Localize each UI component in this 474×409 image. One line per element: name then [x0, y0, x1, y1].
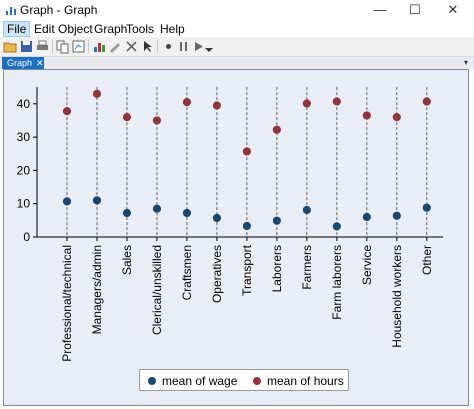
- graph-editor-icon[interactable]: [92, 39, 107, 54]
- menu-tools[interactable]: Tools: [126, 22, 155, 36]
- x-tick-label: Household workers: [390, 245, 404, 348]
- point-wage: [392, 211, 401, 220]
- drop-lines: [66, 87, 428, 237]
- point-hours: [302, 99, 311, 108]
- save-icon[interactable]: [19, 39, 34, 54]
- rename-icon[interactable]: [108, 39, 123, 54]
- x-tick-label: Managers/admin: [90, 245, 104, 334]
- legend-marker-wage: [148, 377, 156, 385]
- copy-icon[interactable]: [55, 39, 70, 54]
- toolbar: [0, 37, 474, 57]
- menu-object[interactable]: Object: [58, 22, 93, 36]
- pause-icon[interactable]: [176, 39, 191, 54]
- recorder-icon[interactable]: [124, 39, 139, 54]
- point-hours: [362, 111, 371, 120]
- x-tick-label: Farmers: [300, 245, 314, 290]
- minimize-button[interactable]: —: [373, 2, 387, 17]
- point-wage: [92, 196, 102, 205]
- open-icon[interactable]: [3, 39, 18, 54]
- point-wage: [152, 204, 162, 213]
- menu-edit[interactable]: Edit: [34, 22, 55, 36]
- menu-graph[interactable]: Graph: [94, 22, 128, 36]
- point-hours: [122, 113, 132, 122]
- point-wage: [212, 213, 222, 223]
- x-tick-label: Sales: [120, 245, 134, 275]
- toolbar-separator: [52, 40, 53, 53]
- x-tick-labels: Professional/technical Managers/admin Sale…: [60, 237, 434, 362]
- y-tick-label: 40: [17, 97, 31, 111]
- menu-help[interactable]: Help: [160, 22, 185, 36]
- point-wage: [422, 203, 431, 212]
- legend: mean of wage mean of hours: [139, 369, 349, 391]
- point-hours: [392, 113, 401, 122]
- point-hours: [92, 89, 102, 98]
- point-wage: [62, 197, 72, 206]
- graph-app-icon: [6, 7, 16, 15]
- window-title: Graph - Graph: [20, 3, 98, 17]
- tab-strip: Graph ✕ ▾: [0, 57, 474, 69]
- data-points: [62, 89, 431, 231]
- x-tick-label: Service: [360, 245, 374, 285]
- toolbar-separator: [157, 40, 158, 53]
- tab-close-icon[interactable]: ✕: [36, 58, 44, 68]
- point-wage: [242, 221, 251, 231]
- legend-label-hours: mean of hours: [267, 374, 344, 388]
- copy-graph-icon[interactable]: [71, 39, 86, 54]
- legend-marker-hours: [253, 377, 261, 385]
- x-tick-label: Clerical/unskilled: [150, 245, 164, 335]
- pointer-icon[interactable]: [140, 39, 155, 54]
- x-tick-label: Laborers: [270, 245, 284, 292]
- point-hours: [272, 125, 281, 134]
- play-icon[interactable]: [191, 39, 206, 54]
- y-tick-label: 0: [23, 230, 30, 244]
- y-axis: 0 10 20 30 40: [17, 87, 443, 244]
- y-tick-label: 10: [17, 197, 31, 211]
- toolbar-separator: [88, 40, 89, 53]
- maximize-button[interactable]: ☐: [409, 2, 421, 17]
- menu-bar: File Edit Object Graph Tools Help: [0, 21, 474, 37]
- y-tick-label: 20: [17, 163, 31, 177]
- legend-label-wage: mean of wage: [162, 374, 238, 388]
- point-hours: [152, 116, 162, 125]
- point-wage: [302, 205, 311, 215]
- title-bar: Graph - Graph — ☐ ✕: [0, 0, 474, 20]
- x-tick-label: Operatives: [210, 245, 224, 303]
- point-hours: [422, 97, 431, 106]
- x-tick-label: Professional/technical: [60, 245, 74, 362]
- x-tick-label: Craftsmen: [180, 245, 194, 300]
- point-hours: [212, 101, 222, 110]
- x-tick-label: Transport: [240, 244, 254, 296]
- point-hours: [62, 107, 72, 116]
- close-button[interactable]: ✕: [447, 2, 459, 17]
- dropdown-icon[interactable]: [202, 39, 217, 54]
- point-hours: [242, 147, 251, 156]
- tab-list-dropdown-icon[interactable]: ▾: [463, 58, 468, 67]
- tab-graph-label: Graph: [7, 58, 33, 68]
- add-marker-icon[interactable]: [161, 39, 176, 54]
- x-tick-label: Other: [420, 245, 434, 275]
- point-wage: [362, 212, 371, 222]
- x-tick-label: Farm laborers: [330, 245, 344, 320]
- point-hours: [182, 98, 192, 107]
- y-tick-label: 30: [17, 130, 31, 144]
- dot-chart: 0 10 20 30 40 Professional/technical Managers…: [17, 87, 443, 362]
- menu-file[interactable]: File: [3, 21, 31, 37]
- point-wage: [122, 208, 132, 218]
- point-wage: [332, 222, 341, 231]
- tab-graph[interactable]: Graph ✕: [2, 57, 44, 69]
- point-wage: [272, 216, 281, 225]
- point-hours: [332, 97, 341, 106]
- print-icon[interactable]: [35, 39, 50, 54]
- point-wage: [182, 208, 192, 218]
